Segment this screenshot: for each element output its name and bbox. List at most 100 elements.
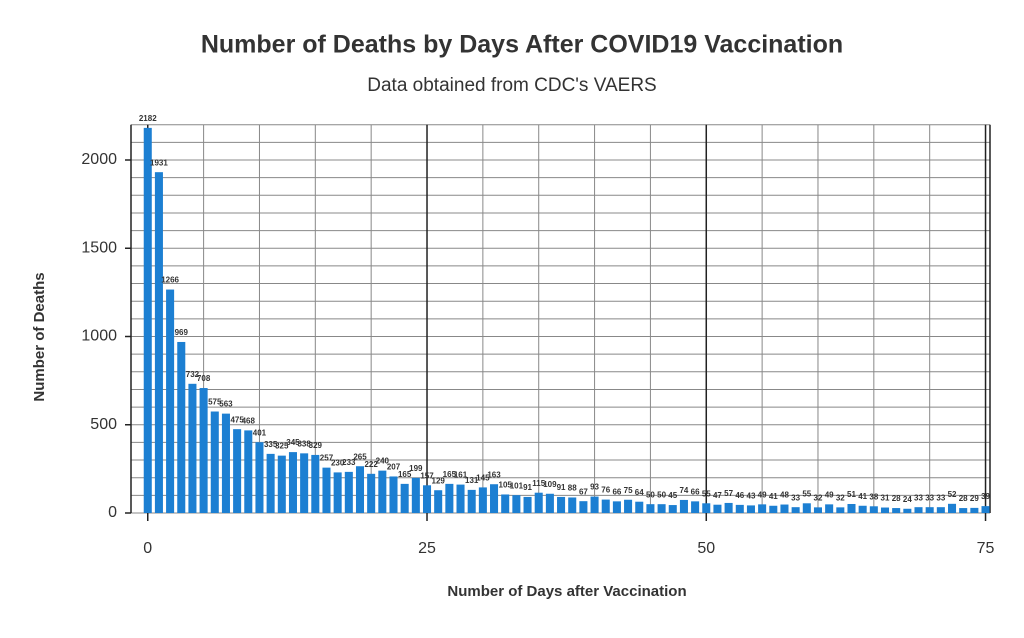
- bar: [244, 430, 253, 513]
- bar: [691, 501, 700, 513]
- bar: [545, 493, 554, 513]
- bar: [221, 413, 230, 513]
- data-label: 233: [342, 458, 356, 467]
- data-label: 75: [624, 486, 633, 495]
- bar: [802, 503, 811, 513]
- bar: [903, 508, 912, 513]
- x-axis-label: Number of Days after Vaccination: [447, 583, 686, 600]
- data-label: 28: [959, 494, 968, 503]
- data-label: 165: [443, 470, 457, 479]
- data-label: 199: [409, 464, 423, 473]
- bar: [702, 503, 711, 513]
- bar: [367, 473, 376, 513]
- data-label: 969: [175, 328, 189, 337]
- bar: [143, 127, 152, 513]
- data-label: 74: [679, 486, 688, 495]
- bar: [355, 466, 365, 513]
- bar: [266, 453, 275, 513]
- bar: [300, 453, 309, 513]
- y-tick-label: 1500: [81, 239, 117, 256]
- bar: [467, 489, 476, 513]
- bar: [534, 492, 543, 513]
- data-label: 41: [858, 492, 867, 501]
- data-label: 2182: [139, 114, 157, 123]
- bar: [735, 504, 744, 513]
- bar: [255, 442, 264, 513]
- data-label: 1266: [161, 276, 179, 285]
- bar: [780, 504, 789, 513]
- bar: [847, 503, 856, 513]
- x-tick-label: 75: [977, 540, 995, 557]
- data-label: 708: [197, 374, 211, 383]
- bar: [568, 497, 577, 513]
- bar: [869, 506, 878, 513]
- data-label: 47: [713, 491, 722, 500]
- data-label: 49: [825, 490, 834, 499]
- data-label: 46: [735, 491, 744, 500]
- x-tick-label: 25: [418, 540, 436, 557]
- data-label: 115: [532, 479, 545, 488]
- bar: [579, 501, 588, 513]
- bar: [590, 496, 599, 513]
- data-label: 207: [387, 463, 401, 472]
- bar: [210, 411, 219, 513]
- bar: [612, 501, 621, 513]
- data-label: 66: [612, 487, 621, 496]
- data-label: 67: [579, 487, 588, 496]
- bar: [557, 496, 566, 513]
- data-label: 55: [802, 489, 811, 498]
- bar: [836, 507, 845, 513]
- data-label: 33: [791, 493, 800, 502]
- data-label: 230: [331, 459, 345, 468]
- bar: [344, 471, 353, 513]
- bar: [925, 507, 934, 513]
- x-tick-label: 0: [143, 540, 152, 557]
- bar: [769, 505, 778, 513]
- bar: [333, 472, 342, 513]
- data-label: 57: [724, 489, 733, 498]
- data-label: 157: [420, 471, 434, 480]
- bar: [825, 504, 834, 513]
- bar: [456, 484, 465, 513]
- bar: [791, 507, 800, 513]
- data-label: 29: [970, 494, 979, 503]
- bar: [478, 487, 487, 513]
- data-label: 76: [601, 486, 610, 495]
- data-label: 240: [376, 457, 390, 466]
- y-tick-label: 2000: [81, 151, 117, 168]
- data-label: 101: [510, 481, 524, 490]
- data-label: 329: [309, 441, 323, 450]
- bar: [724, 502, 733, 513]
- data-label: 48: [780, 491, 789, 500]
- bar: [635, 501, 644, 513]
- bar: [858, 505, 867, 513]
- chart-title: Number of Deaths by Days After COVID19 V…: [201, 31, 843, 59]
- bar: [813, 507, 822, 513]
- data-label: 563: [219, 400, 233, 409]
- bar: [892, 508, 901, 513]
- bar: [914, 507, 923, 513]
- bar: [746, 505, 755, 513]
- bar: [947, 503, 957, 513]
- data-label: 50: [646, 490, 655, 499]
- chart-subtitle: Data obtained from CDC's VAERS: [367, 75, 656, 96]
- bar: [177, 341, 186, 513]
- y-tick-label: 500: [90, 416, 117, 433]
- bar: [154, 172, 163, 513]
- data-label: 91: [557, 483, 566, 492]
- data-label: 31: [881, 494, 890, 503]
- bar: [880, 507, 890, 513]
- data-label: 38: [869, 492, 878, 501]
- data-label: 51: [847, 490, 856, 499]
- data-label: 33: [925, 493, 934, 502]
- data-label: 43: [747, 492, 756, 501]
- bar: [389, 476, 398, 513]
- data-label: 24: [903, 495, 912, 504]
- data-label: 33: [936, 493, 945, 502]
- bar: [713, 504, 722, 513]
- bar: [601, 499, 610, 513]
- data-label: 575: [208, 398, 222, 407]
- data-label: 93: [590, 483, 599, 492]
- bar: [523, 496, 532, 513]
- bar: [288, 452, 297, 513]
